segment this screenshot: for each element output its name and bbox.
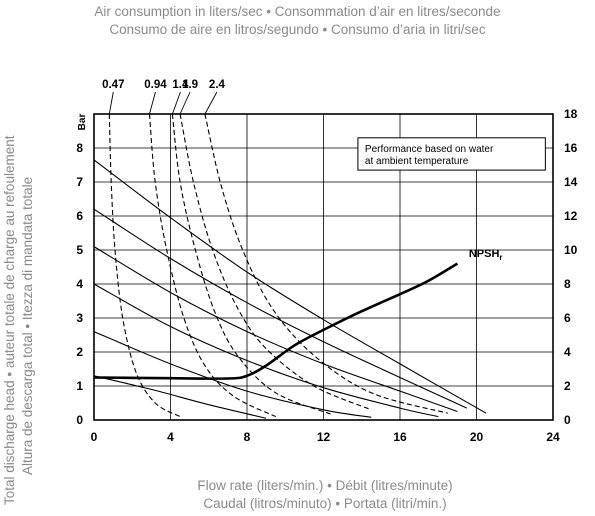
air-label: 0.47: [102, 79, 124, 91]
air-consumption-curve: [179, 113, 372, 411]
x-tick-label: 0: [91, 430, 98, 444]
air-label-leader: [204, 91, 218, 115]
npsh-label-sub: r: [499, 253, 502, 262]
right-tick-label: 12: [564, 209, 578, 223]
air-label-leader: [171, 91, 181, 115]
left-tick-label: 5: [76, 243, 83, 257]
left-tick-label: 4: [76, 277, 83, 291]
right-tick-label: 0: [564, 413, 571, 427]
left-tick-label: 7: [76, 175, 83, 189]
air-label: 1.9: [182, 79, 198, 91]
head-curve: [93, 375, 267, 419]
bar-unit-label: Bar: [77, 114, 88, 131]
left-tick-label: 0: [76, 413, 83, 427]
x-tick-label: 24: [546, 430, 560, 444]
left-tick-label: 1: [76, 379, 83, 393]
air-consumption-labels: 0.47 0.94 1.41.9 2.4: [102, 79, 226, 115]
head-curve: [93, 246, 458, 413]
air-label: 0.94: [144, 79, 167, 91]
right-tick-label: 10: [564, 243, 578, 257]
note-box: [357, 137, 546, 171]
right-tick-label: 14: [564, 175, 578, 189]
chart-title-line-2: Consumo de aire en litros/segundo • Cons…: [109, 22, 486, 37]
air-consumption-curve: [204, 113, 448, 414]
left-tick-label: 8: [76, 141, 83, 155]
head-curve: [93, 331, 372, 418]
head-curve: [93, 208, 468, 409]
note-line-1: Performance based on water: [365, 144, 494, 155]
note-line-2: at ambient temperature: [365, 156, 469, 167]
right-tick-label: 4: [564, 345, 571, 359]
air-label: 2.4: [209, 79, 226, 91]
plot-frame: [93, 113, 554, 421]
air-label: 1.4: [172, 79, 189, 91]
air-consumption-curve: [148, 113, 276, 418]
npsh-label: NPSHr: [469, 248, 503, 262]
air-label-leader: [179, 91, 191, 115]
head-curve: [93, 283, 439, 418]
head-curve: [93, 159, 487, 414]
air-consumption-curve: [108, 113, 181, 418]
x-axis-title-line-1: Flow rate (liters/min.) • Débit (litres/…: [197, 478, 453, 493]
right-tick-label: 18: [564, 107, 578, 121]
x-tick-label: 4: [167, 430, 174, 444]
x-tick-label: 8: [244, 430, 251, 444]
chart-title-line-1: Air consumption in liters/sec • Consomma…: [94, 4, 501, 19]
x-tick-label: 16: [393, 430, 407, 444]
air-label-leader: [108, 91, 114, 115]
x-tick-label: 20: [470, 430, 484, 444]
x-axis-title-line-2: Caudal (litros/minuto) • Portata (litri/…: [203, 496, 447, 511]
left-tick-label: 2: [76, 345, 83, 359]
left-tick-label: 3: [76, 311, 83, 325]
right-tick-label: 6: [564, 311, 571, 325]
right-tick-label: 8: [564, 277, 571, 291]
curve-group: [93, 113, 487, 419]
x-tick-label: 12: [317, 430, 331, 444]
right-tick-label: 2: [564, 379, 571, 393]
left-tick-label: 6: [76, 209, 83, 223]
right-tick-label: 16: [564, 141, 578, 155]
air-label-leader: [149, 91, 156, 115]
air-consumption-curve: [171, 113, 334, 416]
grid-lines: [94, 114, 553, 420]
npsh-label-main: NPSH: [469, 248, 500, 260]
npsh-curve: [93, 262, 459, 380]
